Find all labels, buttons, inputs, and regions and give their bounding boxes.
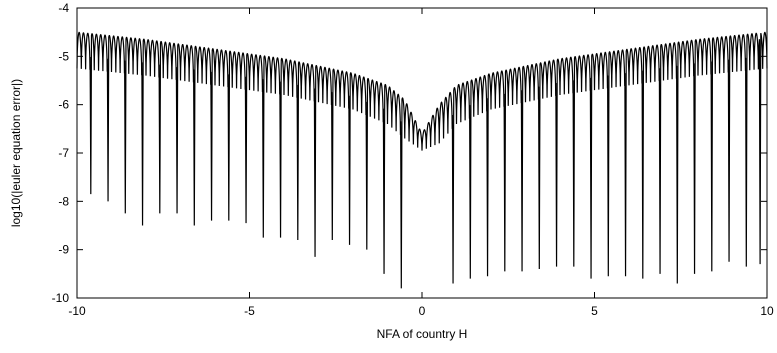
ticks bbox=[76, 7, 768, 299]
x-tick-label: 10 bbox=[760, 304, 774, 318]
y-axis-label: log10(|euler equation error|) bbox=[9, 79, 23, 227]
x-tick-label: -5 bbox=[244, 304, 255, 318]
y-tick-label: -9 bbox=[58, 243, 69, 257]
y-tick-label: -10 bbox=[52, 291, 70, 305]
x-tick-label: -10 bbox=[68, 304, 86, 318]
x-tick-label: 5 bbox=[591, 304, 598, 318]
y-tick-label: -8 bbox=[58, 194, 69, 208]
x-tick-label: 0 bbox=[419, 304, 426, 318]
x-axis-label: NFA of country H bbox=[377, 327, 468, 341]
y-tick-label: -7 bbox=[58, 146, 69, 160]
y-tick-label: -6 bbox=[58, 98, 69, 112]
series-line bbox=[76, 31, 768, 289]
plot-frame bbox=[76, 7, 768, 299]
y-tick-label: -5 bbox=[58, 49, 69, 63]
tick-labels: -10 -5 0 5 10 -10 -9 -8 -7 -6 -5 -4 bbox=[52, 1, 774, 318]
y-tick-label: -4 bbox=[58, 1, 69, 15]
